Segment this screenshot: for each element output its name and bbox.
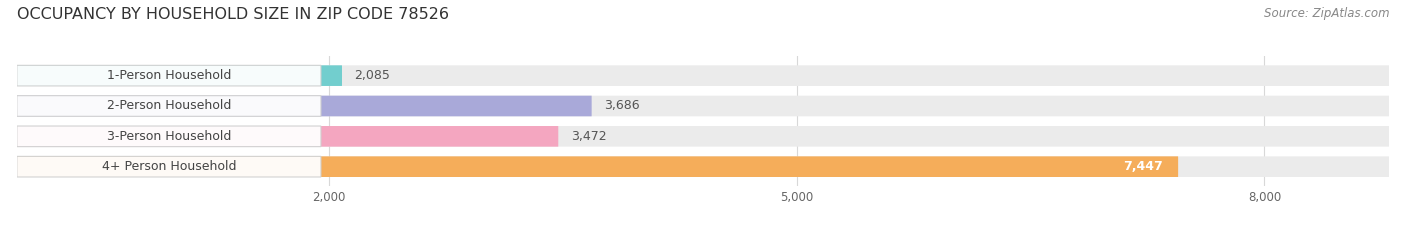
FancyBboxPatch shape [17,126,1389,147]
FancyBboxPatch shape [17,96,1389,116]
FancyBboxPatch shape [17,65,342,86]
Text: 1-Person Household: 1-Person Household [107,69,231,82]
FancyBboxPatch shape [17,96,321,116]
FancyBboxPatch shape [17,156,1178,177]
Text: 3,686: 3,686 [605,99,640,113]
Text: 3-Person Household: 3-Person Household [107,130,231,143]
FancyBboxPatch shape [17,96,592,116]
FancyBboxPatch shape [17,126,321,147]
FancyBboxPatch shape [17,126,558,147]
Text: 4+ Person Household: 4+ Person Household [101,160,236,173]
Text: 2-Person Household: 2-Person Household [107,99,231,113]
Text: Source: ZipAtlas.com: Source: ZipAtlas.com [1264,7,1389,20]
FancyBboxPatch shape [17,156,1389,177]
Text: OCCUPANCY BY HOUSEHOLD SIZE IN ZIP CODE 78526: OCCUPANCY BY HOUSEHOLD SIZE IN ZIP CODE … [17,7,449,22]
Text: 7,447: 7,447 [1123,160,1163,173]
Text: 3,472: 3,472 [571,130,606,143]
Text: 2,085: 2,085 [354,69,391,82]
FancyBboxPatch shape [17,65,1389,86]
FancyBboxPatch shape [17,156,321,177]
FancyBboxPatch shape [17,65,321,86]
